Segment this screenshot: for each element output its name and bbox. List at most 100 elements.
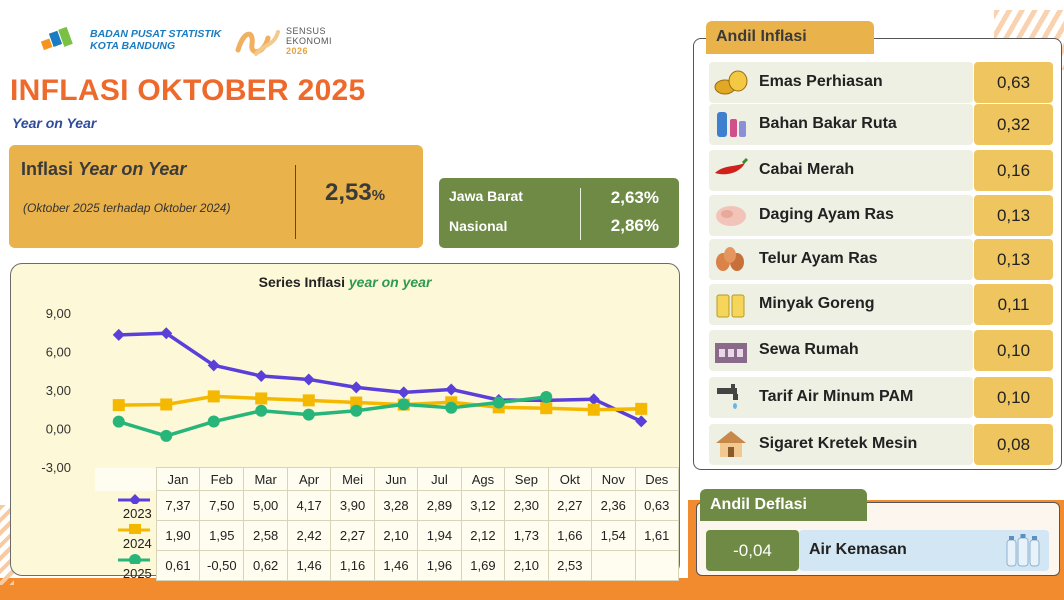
data-label: 1,66	[547, 520, 593, 551]
x-tick-label: Jan	[155, 467, 201, 491]
deflasi-value: -0,04	[706, 530, 799, 571]
andil-inflasi-item: Daging Ayam Ras	[709, 195, 973, 236]
data-label: 2,10	[373, 520, 419, 551]
y-tick-label: 3,00	[46, 383, 71, 398]
data-point-2024	[350, 396, 363, 409]
yoy-value: 2,53%	[325, 179, 386, 206]
table-row: 2024 1,90 1,95 2,58 2,42 2,27 2,10 1,94 2,12 1,73…	[95, 520, 679, 551]
data-point-2023	[350, 381, 363, 394]
divider	[295, 165, 296, 239]
x-tick-label: Nov	[591, 467, 636, 491]
data-label: 1,95	[199, 520, 245, 551]
cooking-oil-icon	[713, 288, 749, 320]
table-corner	[95, 467, 157, 491]
andil-deflasi-title: Andil Deflasi	[700, 489, 867, 521]
x-tick-label: Jul	[417, 467, 462, 491]
andil-inflasi-item: Emas Perhiasan	[709, 62, 973, 103]
data-label: 0,62	[243, 550, 288, 581]
water-tap-icon	[713, 381, 749, 413]
andil-inflasi-item: Cabai Merah	[709, 150, 973, 191]
region-value-jabar: 2,63%	[610, 188, 659, 207]
andil-inflasi-item-name: Minyak Goreng	[759, 295, 875, 312]
data-point-2023	[112, 328, 125, 341]
region-name-jabar: Jawa Barat	[449, 188, 523, 204]
legend-entry: 2023	[95, 491, 156, 521]
page-subtitle: Year on Year	[12, 115, 97, 131]
data-point-2023	[302, 373, 315, 386]
legend-key-2025	[117, 554, 150, 565]
bottom-orange-band	[0, 578, 1064, 600]
data-label: 4,17	[286, 490, 332, 521]
data-label: 1,96	[417, 550, 462, 581]
data-point-2023	[255, 369, 268, 382]
andil-inflasi-item-name: Sewa Rumah	[759, 341, 859, 358]
andil-inflasi-item-name: Emas Perhiasan	[759, 73, 883, 90]
legend-label: 2025	[122, 565, 152, 581]
region-value-nasional: 2,86%	[610, 216, 659, 235]
andil-inflasi-item-name: Tarif Air Minum PAM	[759, 388, 914, 405]
data-label: 2,36	[591, 490, 636, 521]
data-point-2023	[445, 383, 458, 396]
region-name-nasional: Nasional	[449, 218, 508, 234]
x-tick-label: Des	[634, 467, 679, 491]
bps-logo-icon	[40, 26, 73, 51]
data-label: 2,58	[243, 520, 288, 551]
andil-inflasi-item-value: 0,10	[974, 377, 1053, 418]
data-label: 3,12	[460, 490, 506, 521]
data-label: 1,90	[155, 520, 201, 551]
data-label: 5,00	[243, 490, 288, 521]
data-label: 1,54	[591, 520, 636, 551]
chili-icon	[713, 154, 749, 186]
line-chart: 9,00 6,00 3,00 0,00 -3,00	[41, 306, 648, 475]
data-label: 0,61	[155, 550, 201, 581]
y-tick-label: 6,00	[46, 345, 71, 360]
yoy-inflation-card: Inflasi Year on Year (Oktober 2025 terha…	[9, 145, 423, 248]
series-line-2025	[118, 395, 547, 438]
table-row: 2023 7,37 7,50 5,00 4,17 3,90 3,28 2,89 3,12 2,30…	[95, 490, 679, 521]
data-label: 0,63	[634, 490, 679, 521]
data-point-2024	[635, 402, 648, 415]
data-label	[634, 550, 679, 581]
data-point-2024	[587, 403, 600, 416]
legend-entry: 2024	[95, 521, 156, 551]
data-label: 7,50	[199, 490, 245, 521]
andil-inflasi-item-value: 0,32	[974, 104, 1053, 145]
data-label: 1,46	[286, 550, 332, 581]
data-point-2025	[160, 429, 173, 442]
x-tick-label: Apr	[286, 467, 332, 491]
data-point-2025	[397, 398, 410, 411]
water-bottle-icon	[1006, 534, 1040, 567]
andil-inflasi-item-value: 0,13	[974, 195, 1053, 236]
data-point-2024	[302, 394, 315, 407]
series-line-2024	[118, 394, 642, 412]
legend-label: 2023	[122, 505, 152, 521]
data-label: 7,37	[155, 490, 201, 521]
organization-name: BADAN PUSAT STATISTIK KOTA BANDUNG	[90, 28, 222, 52]
data-label: 2,12	[460, 520, 506, 551]
gold-icon	[713, 66, 749, 98]
series-line-2023	[118, 331, 642, 424]
data-label: 1,46	[373, 550, 419, 581]
data-label: 1,94	[417, 520, 462, 551]
yoy-label: Inflasi Year on Year	[21, 159, 187, 179]
data-label: 3,28	[373, 490, 419, 521]
rent-house-icon	[713, 334, 749, 366]
andil-inflasi-item: Tarif Air Minum PAM	[709, 377, 973, 418]
x-tick-label: Okt	[547, 467, 593, 491]
data-point-2025	[350, 404, 363, 417]
andil-inflasi-item-value: 0,11	[974, 284, 1053, 325]
andil-inflasi-item-value: 0,16	[974, 150, 1053, 191]
x-tick-label: Jun	[373, 467, 419, 491]
andil-inflasi-item: Minyak Goreng	[709, 284, 973, 325]
data-point-2024	[112, 399, 125, 412]
inflation-series-chart: Series Inflasi year on year 9,00 6,00 3,00…	[10, 263, 680, 581]
data-label: 2,27	[330, 520, 375, 551]
andil-inflasi-item-name: Bahan Bakar Ruta	[759, 115, 897, 132]
legend-entry: 2025	[95, 551, 156, 581]
legend-key-2024	[117, 524, 150, 535]
legend-key-2023	[117, 494, 150, 505]
data-point-2024	[207, 390, 220, 403]
data-label: 2,53	[547, 550, 593, 581]
x-tick-label: Mar	[243, 467, 288, 491]
divider	[580, 188, 581, 240]
